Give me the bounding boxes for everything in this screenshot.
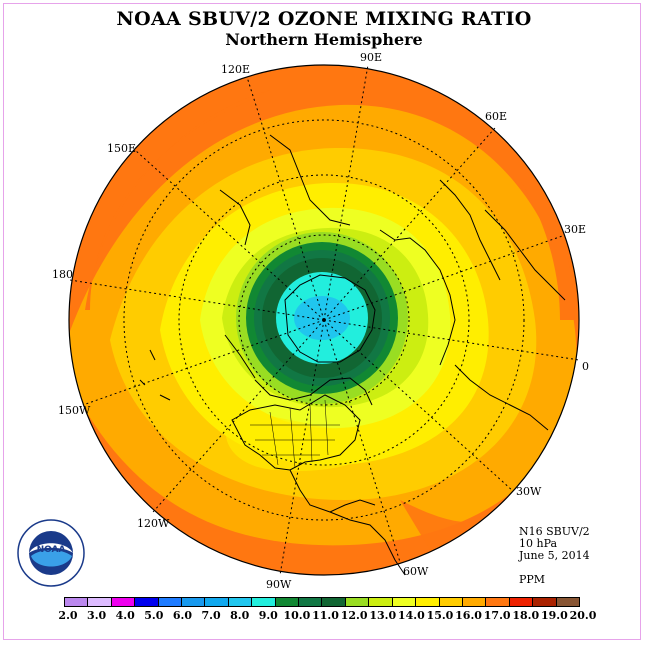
color-scale-tick-label: 3.0 [87,609,107,622]
color-scale-swatch [158,598,183,606]
color-scale-tick-label: 16.0 [455,609,482,622]
lon-label-120e: 120E [221,63,251,76]
lon-label-180: 180 [52,268,73,281]
pressure-level-label: 10 hPa [519,537,558,550]
color-scale-tick-label: 5.0 [144,609,164,622]
lon-label-60e: 60E [485,110,508,123]
color-scale-tick-label: 7.0 [201,609,221,622]
color-scale-tick-label: 11.0 [312,609,339,622]
color-scale-swatch [462,598,487,606]
color-scale-tick-label: 13.0 [369,609,397,622]
color-scale-ticks: 2.0 3.0 4.0 5.0 6.0 7.0 8.0 9.0 10.0 11.0 12.0 13.0… [0,609,648,623]
color-scale-tick-label: 4.0 [115,609,135,622]
us-state-borders [250,399,340,469]
map-boundary [68,64,580,576]
color-scale-swatch [111,598,136,606]
color-scale-swatch [486,598,510,606]
lon-label-60w: 60W [403,565,429,578]
color-scale-tick-label: 14.0 [397,609,425,622]
color-scale-tick-label: 17.0 [483,609,511,622]
color-scale-swatch [252,598,276,606]
color-scale-tick-label: 18.0 [512,609,540,622]
color-scale-swatch [439,598,463,606]
color-scale-swatch [509,598,534,606]
color-scale-tick-label: 8.0 [230,609,250,622]
lon-label-150e: 150E [107,142,137,155]
color-scale-swatch [322,598,346,606]
color-scale-swatch [345,598,370,606]
color-scale-swatch [392,598,417,606]
lon-label-30e: 30E [564,223,587,236]
color-scale-swatch [416,598,440,606]
color-scale-tick-label: 6.0 [172,609,193,622]
figure-frame [3,3,641,640]
color-scale-swatch [275,598,300,606]
color-scale-tick-label: 20.0 [569,609,597,622]
color-scale-swatch [135,598,159,606]
coastlines [139,134,566,576]
ozone-field [69,65,579,575]
color-scale-tick-label: 2.0 [58,609,78,622]
units-label: PPM [519,573,546,586]
color-scale-tick-label: 10.0 [283,609,311,622]
color-scale-swatch [299,598,323,606]
color-scale-tick-label: 9.0 [258,609,278,622]
map-subtitle: Northern Hemisphere [225,30,423,49]
color-scale-tick-label: 12.0 [340,609,368,622]
lon-label-0: 0 [582,360,589,373]
color-scale-swatch [65,598,89,606]
graticule [69,64,580,576]
lon-label-120w: 120W [137,517,170,530]
noaa-logo: NOAA [17,519,85,587]
lon-label-30w: 30W [516,485,542,498]
lon-label-90e: 90E [360,51,383,64]
date-label: June 5, 2014 [519,549,590,562]
color-scale-swatch [533,598,557,606]
color-scale-swatch [205,598,229,606]
color-scale-bar [64,597,580,607]
lon-label-90w: 90W [266,578,292,591]
color-scale-swatch [369,598,393,606]
color-scale-swatch [88,598,112,606]
color-scale-tick-label: 15.0 [426,609,454,622]
map-title: NOAA SBUV/2 OZONE MIXING RATIO [116,8,532,30]
color-scale-swatch [228,598,253,606]
instrument-label: N16 SBUV/2 [519,525,590,538]
lon-label-150w: 150W [58,404,91,417]
color-scale-tick-label: 19.0 [540,609,568,622]
color-scale-swatch [556,598,579,606]
noaa-logo-text: NOAA [37,545,66,555]
color-scale-swatch [182,598,206,606]
